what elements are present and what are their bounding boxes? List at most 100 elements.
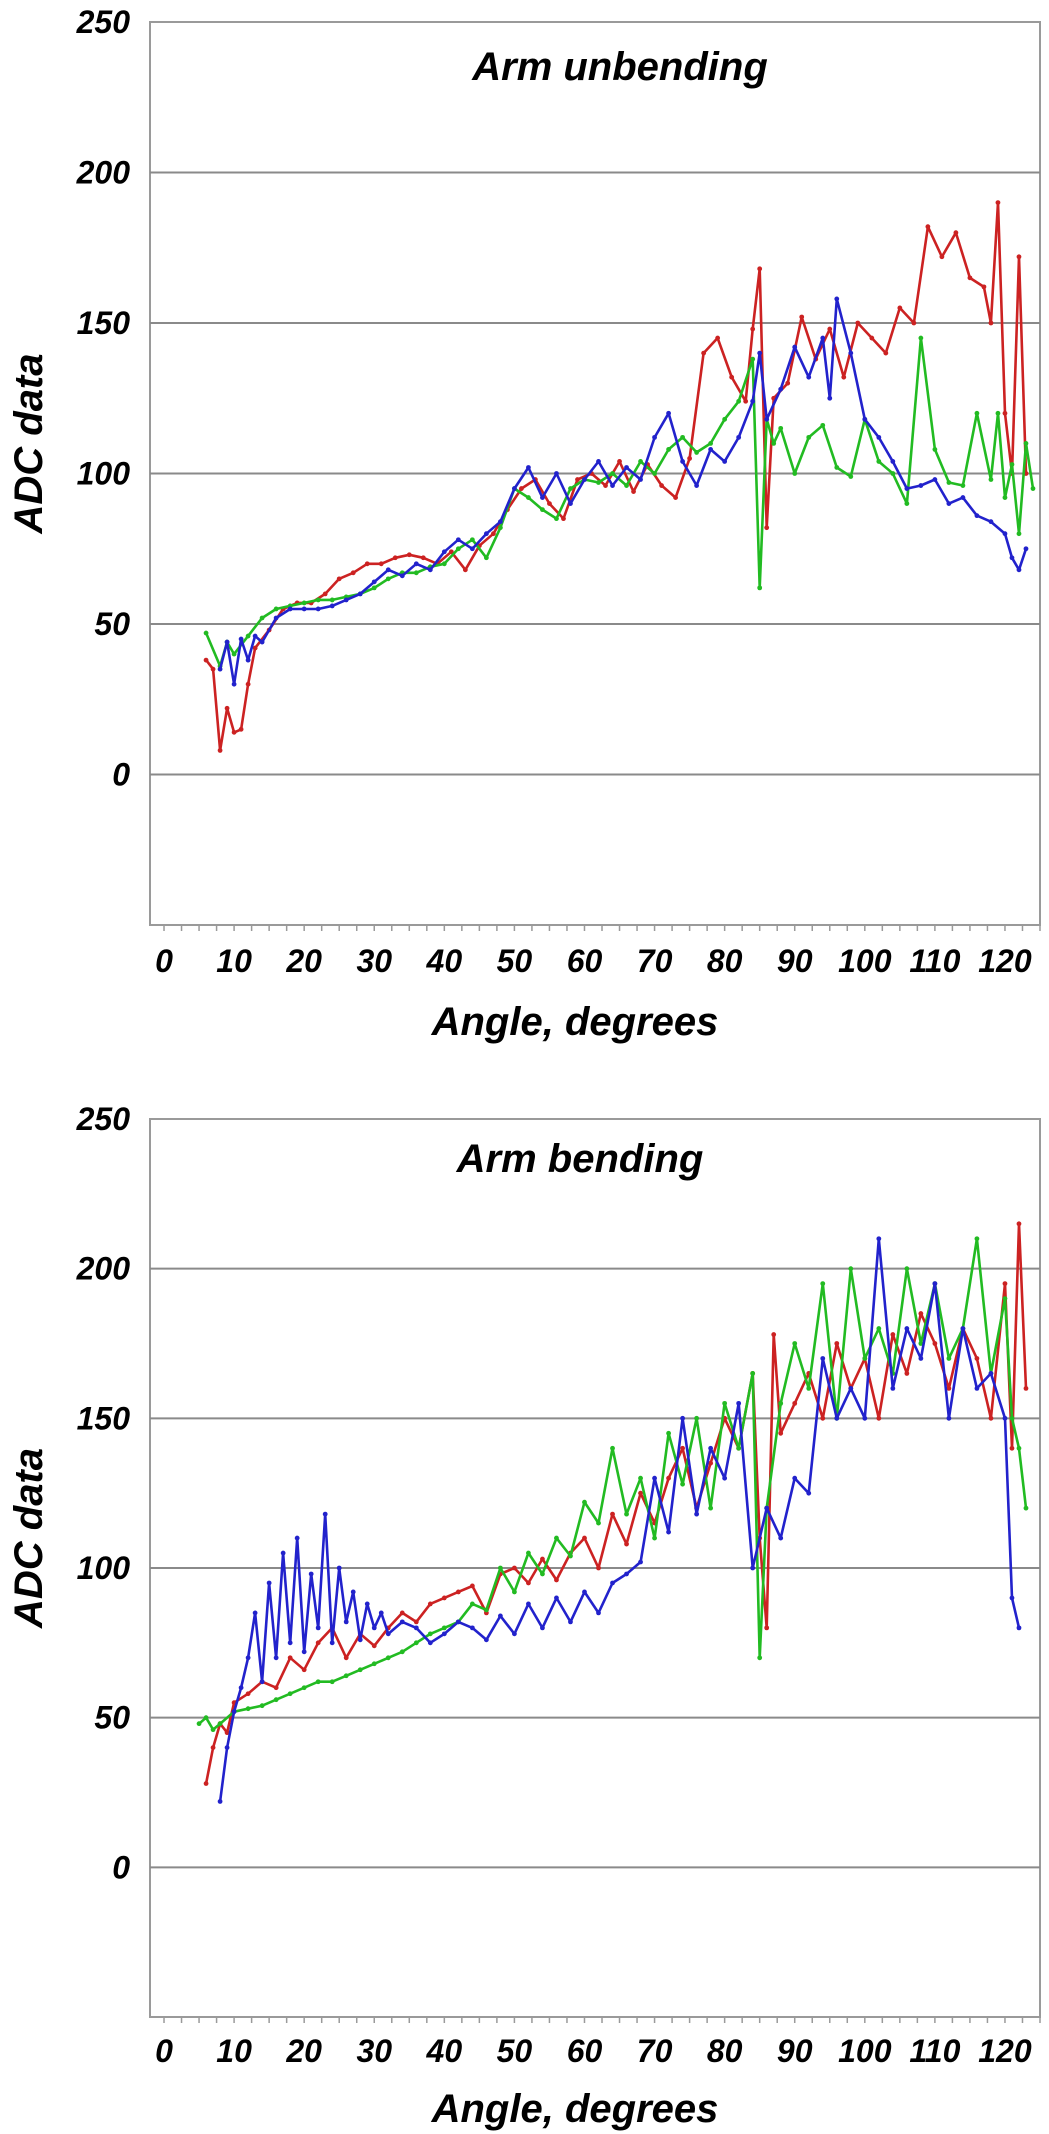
data-point [1016,1221,1022,1227]
data-point [259,1703,265,1709]
data-point [596,1610,601,1616]
data-point [708,1505,714,1511]
data-point [617,459,622,464]
data-point [610,1580,615,1586]
data-point [778,386,784,392]
x-tick-label: 50 [497,2033,533,2069]
data-point [736,1400,742,1406]
data-point [988,1371,994,1376]
x-tick-label: 20 [285,2033,322,2069]
data-point [1009,555,1015,561]
data-point [750,1565,756,1571]
data-point [652,434,657,440]
data-point [582,1499,587,1505]
data-point [1016,531,1022,537]
x-tick-label: 40 [426,943,463,979]
data-point [224,1730,230,1736]
data-point [519,486,524,491]
data-point [708,447,714,452]
data-point [778,1535,784,1541]
data-point [708,1445,714,1451]
data-point [862,1356,868,1361]
data-point [820,1356,826,1361]
data-point [385,1631,391,1637]
chart-svg-bending: 0 50 100 150 200 250 0 10 20 30 40 50 60 70 80 90 100 110… [7,1101,1041,2131]
data-point [694,450,700,455]
data-point [329,1679,335,1685]
data-point [1009,1415,1015,1421]
data-point [904,501,910,506]
data-point [855,320,861,326]
data-point [238,1685,244,1691]
y-tick-label: 0 [112,1849,130,1885]
data-point [750,1371,756,1376]
data-point [245,657,251,663]
data-point [469,546,475,552]
data-point [575,477,580,482]
data-point [596,1520,601,1526]
data-point [715,335,721,341]
data-point [680,1415,685,1421]
data-point [512,486,517,491]
data-point [203,657,209,663]
data-point [743,398,749,404]
x-tick-label: 110 [909,2033,960,2069]
data-point [490,531,496,537]
data-point [778,1400,784,1406]
data-point [512,1589,517,1595]
data-point [750,398,756,404]
data-point [568,1553,573,1559]
data-point [385,576,391,582]
data-point [273,1655,279,1661]
data-point [666,1475,671,1481]
data-point [252,645,258,651]
data-point [1016,567,1022,573]
data-point [764,1625,770,1631]
data-point [638,1559,643,1565]
data-point [336,1565,342,1571]
data-point [834,1341,840,1346]
data-point [792,471,798,476]
data-point [378,561,384,567]
data-point [988,1415,994,1421]
series-line-1 [198,1237,1028,1731]
data-point [336,576,342,582]
x-tick-label: 110 [909,943,960,979]
data-point [413,561,419,567]
y-tick-label: 50 [94,1700,130,1736]
data-point [1009,462,1015,467]
data-point [876,1236,882,1242]
data-point [441,1595,447,1601]
data-point [224,705,230,711]
data-point [1002,1415,1008,1421]
x-tick-label: 60 [567,2033,603,2069]
data-point [722,459,728,464]
data-point [988,519,994,525]
x-axis-title: Angle, degrees [431,2087,719,2131]
data-point [666,1529,671,1535]
data-point [329,597,335,603]
data-point [455,546,461,552]
data-point [939,254,945,260]
data-point [701,350,707,356]
series-line-1 [204,336,1035,668]
y-tick-label: 0 [112,757,130,793]
data-point [652,471,657,476]
data-point [210,1727,216,1733]
data-point [483,531,489,537]
data-point [540,1556,545,1562]
data-point [217,1721,223,1727]
data-point [224,1745,230,1750]
data-point [343,1655,349,1661]
data-point [967,275,973,281]
data-point [946,1356,952,1361]
data-point [343,1619,349,1625]
data-point [413,1625,419,1631]
data-point [455,537,461,543]
data-point [680,459,685,464]
chart-title: Arm unbending [471,45,768,89]
data-point [764,416,770,422]
data-point [266,1580,272,1586]
data-point [315,1679,321,1685]
data-point [224,639,230,645]
